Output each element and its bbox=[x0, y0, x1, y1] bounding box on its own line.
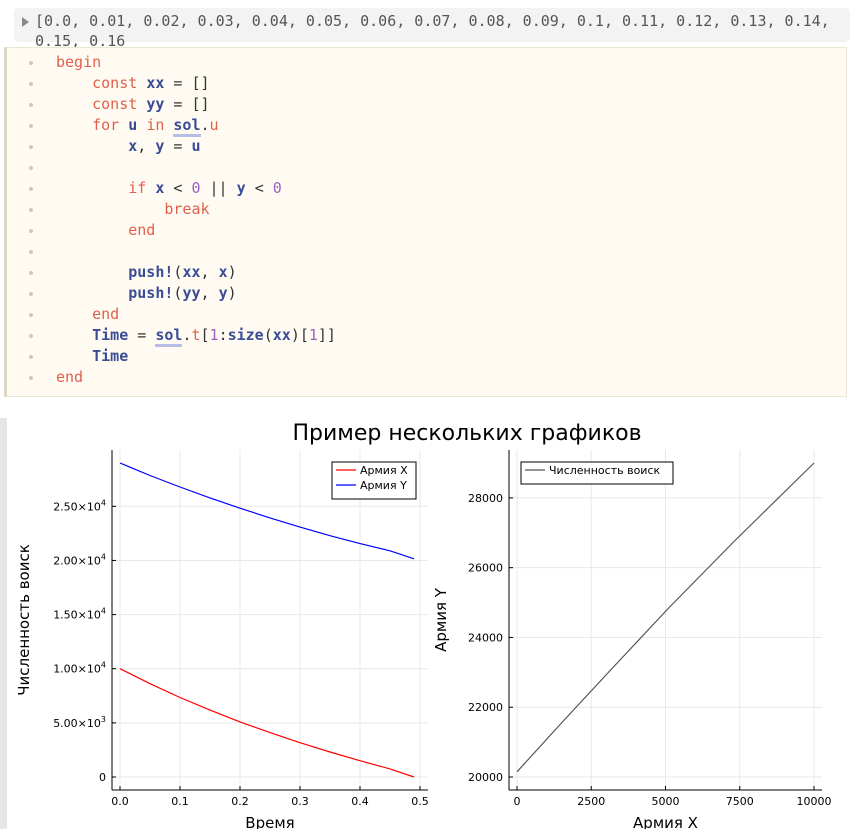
figure-title: Пример нескольких графиков bbox=[292, 421, 641, 446]
y-tick-label: 26000 bbox=[468, 562, 503, 575]
output-panel bbox=[14, 8, 850, 42]
cell-output: [0.0, 0.01, 0.02, 0.03, 0.04, 0.05, 0.06… bbox=[0, 0, 850, 50]
chart-2 bbox=[508, 450, 822, 791]
output-array-text: [0.0, 0.01, 0.02, 0.03, 0.04, 0.05, 0.06… bbox=[35, 12, 830, 50]
x-axis-label: Армия X bbox=[633, 814, 698, 829]
y-tick-label: 22000 bbox=[468, 701, 503, 714]
y-tick-label: 5.00×103 bbox=[53, 715, 106, 730]
y-tick-label: 0 bbox=[99, 771, 106, 784]
legend-label: Армия X bbox=[360, 464, 408, 477]
cell-output-gutter bbox=[0, 418, 7, 829]
legend-box bbox=[331, 461, 417, 500]
x-tick-label: 0.0 bbox=[111, 795, 129, 808]
y-axis-label: Армия Y bbox=[432, 587, 450, 652]
legend-label: Армия Y bbox=[360, 479, 407, 492]
code-cell[interactable]: begin const xx = [] const yy = [] for u … bbox=[4, 47, 847, 397]
y-tick-label: 1.50×104 bbox=[53, 607, 106, 622]
y-tick-label: 24000 bbox=[468, 631, 503, 644]
expand-triangle-icon[interactable] bbox=[22, 17, 29, 27]
y-tick-label: 1.00×104 bbox=[53, 661, 106, 676]
series-line-1 bbox=[119, 668, 415, 778]
y-tick-label: 28000 bbox=[468, 492, 503, 505]
x-tick-label: 7500 bbox=[726, 795, 754, 808]
legend-box bbox=[520, 461, 674, 485]
y-axis-label: Численность воиск bbox=[15, 544, 33, 696]
x-tick-label: 0.4 bbox=[351, 795, 369, 808]
x-tick-label: 2500 bbox=[577, 795, 605, 808]
series-line-1 bbox=[516, 462, 815, 773]
y-tick-label: 20000 bbox=[468, 771, 503, 784]
x-tick-label: 0.2 bbox=[231, 795, 249, 808]
y-tick-label: 2.50×104 bbox=[53, 498, 106, 513]
x-tick-label: 0.5 bbox=[411, 795, 429, 808]
x-tick-label: 0.1 bbox=[171, 795, 189, 808]
legend-label: Численность воиск bbox=[549, 464, 660, 477]
x-tick-label: 10000 bbox=[797, 795, 832, 808]
x-tick-label: 5000 bbox=[652, 795, 680, 808]
y-tick-label: 2.00×104 bbox=[53, 552, 106, 567]
chart-1: 0 5.00×103 1.00×104 1.50×104 2.00×104 2.50×10… bbox=[53, 450, 428, 791]
x-tick-label: 0 bbox=[514, 795, 521, 808]
series-line-2 bbox=[119, 462, 415, 560]
x-tick-label: 0.3 bbox=[291, 795, 309, 808]
plot-figure: Пример нескольких графиков 0 5.00×103 1.00… bbox=[15, 421, 832, 829]
x-axis-label: Время bbox=[245, 814, 294, 829]
